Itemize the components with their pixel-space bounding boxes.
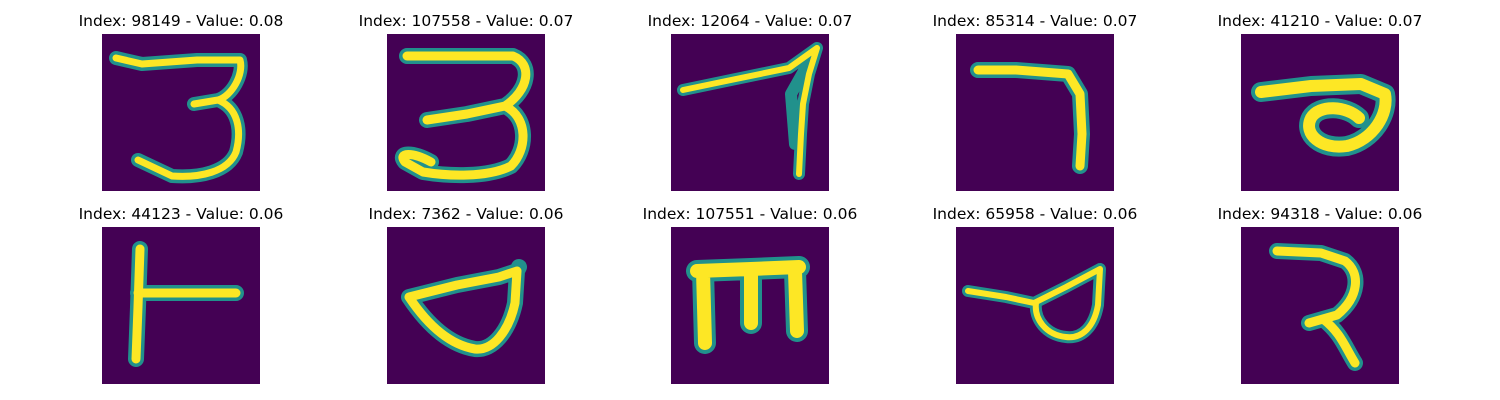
panel-title: Index: 7362 - Value: 0.06 (368, 205, 564, 223)
panel-title: Index: 65958 - Value: 0.06 (932, 205, 1138, 223)
image-panel-1: Index: 98149 - Value: 0.08 (51, 12, 311, 192)
glyph-image (1241, 34, 1399, 191)
panel-title: Index: 107551 - Value: 0.06 (642, 205, 858, 223)
image-panel-8: Index: 107551 - Value: 0.06 (620, 205, 880, 385)
image-panel-10: Index: 94318 - Value: 0.06 (1190, 205, 1450, 385)
panel-title: Index: 94318 - Value: 0.06 (1217, 205, 1423, 223)
panel-title: Index: 85314 - Value: 0.07 (932, 12, 1138, 30)
image-panel-5: Index: 41210 - Value: 0.07 (1190, 12, 1450, 192)
glyph-image (387, 34, 545, 191)
image-panel-4: Index: 85314 - Value: 0.07 (905, 12, 1165, 192)
glyph-image (102, 34, 260, 191)
image-panel-2: Index: 107558 - Value: 0.07 (336, 12, 596, 192)
panel-title: Index: 107558 - Value: 0.07 (358, 12, 574, 30)
glyph-image (956, 227, 1114, 384)
panel-title: Index: 12064 - Value: 0.07 (647, 12, 853, 30)
glyph-image (102, 227, 260, 384)
glyph-image (671, 34, 829, 191)
glyph-image (387, 227, 545, 384)
panel-title: Index: 41210 - Value: 0.07 (1217, 12, 1423, 30)
panel-title: Index: 98149 - Value: 0.08 (78, 12, 284, 30)
glyph-image (1241, 227, 1399, 384)
glyph-image (671, 227, 829, 384)
panel-title: Index: 44123 - Value: 0.06 (78, 205, 284, 223)
glyph-image (956, 34, 1114, 191)
image-panel-3: Index: 12064 - Value: 0.07 (620, 12, 880, 192)
image-panel-9: Index: 65958 - Value: 0.06 (905, 205, 1165, 385)
image-panel-6: Index: 44123 - Value: 0.06 (51, 205, 311, 385)
image-panel-7: Index: 7362 - Value: 0.06 (336, 205, 596, 385)
